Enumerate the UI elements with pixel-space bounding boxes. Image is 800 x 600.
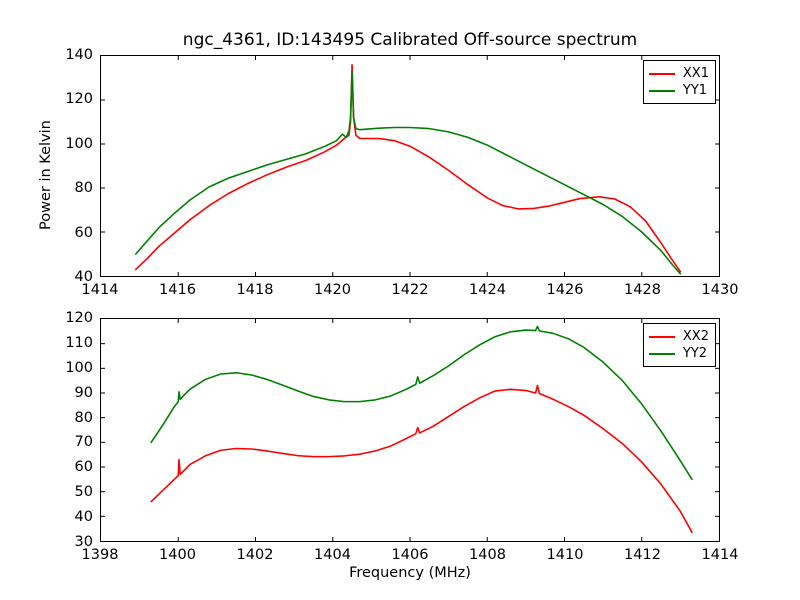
legend-item-yy1: YY1: [648, 82, 709, 99]
legend-label: YY2: [682, 346, 708, 361]
legend-color-swatch-yy2: [648, 352, 675, 355]
x-tick-label: 1416: [159, 282, 196, 298]
x-tick-label: 1406: [391, 547, 429, 563]
y-tick-label: 40: [74, 509, 93, 526]
y-tick-label: 60: [74, 224, 93, 241]
x-tick-label: 1400: [159, 547, 196, 563]
x-tick-label: 1404: [314, 547, 351, 563]
y-tick-label: 90: [74, 384, 93, 401]
bottom-plot-axes: XX2 YY2: [100, 318, 720, 542]
y-tick-label: 80: [74, 409, 93, 426]
x-tick-label: 1408: [469, 547, 506, 563]
x-tick-label: 1422: [391, 282, 429, 298]
series-line-xx2: [150, 384, 693, 534]
y-tick-label: 120: [65, 91, 93, 108]
x-tick-label: 1402: [236, 547, 274, 563]
y-tick-label: 70: [74, 434, 93, 451]
x-tick-label: 1424: [469, 282, 506, 298]
x-tick-label: 1398: [81, 547, 119, 563]
y-tick-label: 40: [74, 269, 93, 285]
bottom-plot-x-axis-label: Frequency (MHz): [349, 565, 471, 581]
x-tick-label: 1430: [701, 282, 739, 298]
x-tick-label: 1410: [546, 547, 584, 563]
top-plot-lines: [101, 56, 719, 276]
y-tick-label: 30: [74, 534, 93, 550]
x-tick-label: 1414: [701, 547, 739, 563]
page-title: ngc_4361, ID:143495 Calibrated Off-sourc…: [182, 30, 638, 50]
legend-label: XX1: [682, 66, 709, 81]
bottom-plot-legend: XX2 YY2: [642, 323, 716, 367]
y-tick-label: 120: [65, 310, 93, 326]
y-tick-label: 80: [74, 180, 93, 197]
x-tick-label: 1418: [236, 282, 274, 298]
y-tick-label: 60: [74, 459, 93, 476]
y-tick-label: 50: [74, 484, 93, 501]
series-line-yy2: [150, 325, 693, 481]
y-tick-label: 100: [65, 135, 93, 152]
y-tick-label: 140: [65, 47, 93, 63]
series-line-xx1: [134, 64, 682, 273]
series-line-yy1: [134, 70, 682, 275]
legend-item-xx2: XX2: [648, 328, 709, 345]
x-tick-label: 1414: [81, 282, 119, 298]
x-tick-label: 1428: [624, 282, 661, 298]
legend-item-yy2: YY2: [648, 345, 709, 362]
legend-label: XX2: [682, 329, 709, 344]
y-tick-label: 100: [65, 359, 93, 376]
legend-color-swatch-yy1: [648, 89, 675, 92]
legend-label: YY1: [682, 83, 708, 98]
bottom-plot-lines: [101, 319, 719, 541]
x-tick-label: 1426: [546, 282, 584, 298]
x-tick-label: 1412: [624, 547, 661, 563]
x-tick-label: 1420: [314, 282, 351, 298]
legend-item-xx1: XX1: [648, 65, 709, 82]
y-tick-label: 110: [65, 334, 93, 351]
top-plot-axes: XX1 YY1: [100, 55, 720, 277]
top-plot-legend: XX1 YY1: [642, 60, 716, 104]
legend-color-swatch-xx1: [648, 72, 675, 75]
legend-color-swatch-xx2: [648, 335, 675, 338]
